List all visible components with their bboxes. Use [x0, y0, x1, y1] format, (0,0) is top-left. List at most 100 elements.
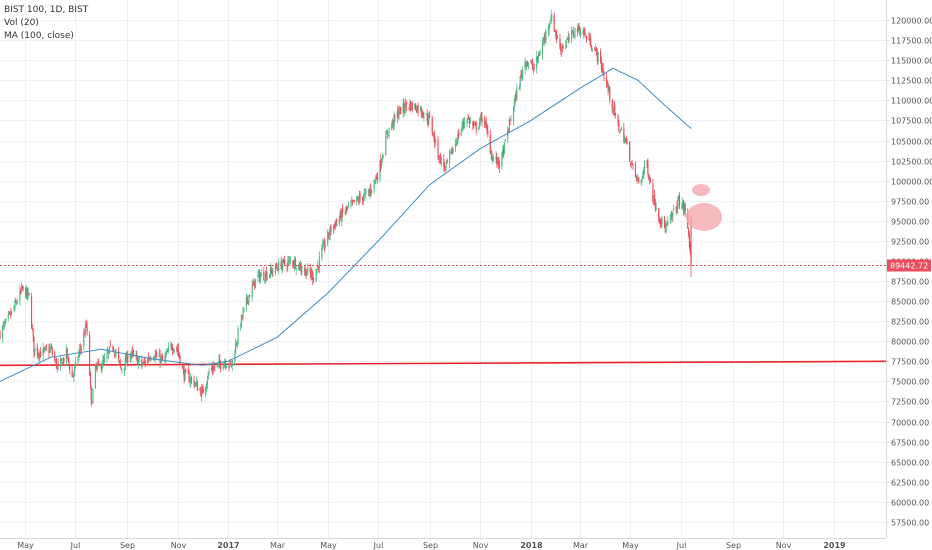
candle-body-down	[411, 103, 413, 109]
candle-body-down	[590, 48, 593, 50]
candle-body-up	[172, 350, 174, 352]
highlight-ellipse-large[interactable]	[686, 203, 722, 231]
candle-body-up	[245, 297, 247, 307]
candle-body-down	[438, 158, 440, 160]
candle-body-up	[205, 386, 207, 395]
candle-body-down	[554, 30, 556, 32]
candle-body-up	[301, 270, 303, 273]
candle-body-down	[182, 368, 184, 371]
candle-body-down	[420, 108, 423, 114]
candle-body-down	[249, 295, 251, 297]
candle-body-up	[526, 63, 528, 67]
candle-body-up	[20, 286, 23, 292]
candle-body-down	[0, 331, 1, 339]
candle-body-down	[20, 290, 22, 292]
x-tick-label: Jul	[676, 541, 687, 550]
y-tick-label: 85000.00	[891, 298, 929, 307]
candle-body-down	[177, 348, 179, 354]
candle-body-down	[85, 324, 87, 326]
candle-body-down	[475, 122, 477, 130]
candle-body-up	[324, 244, 326, 248]
candle-body-up	[236, 340, 238, 346]
y-tick-label: 62500.00	[891, 479, 929, 488]
candle-body-up	[108, 346, 111, 353]
annotation-layer[interactable]	[686, 184, 722, 231]
candle-body-up	[205, 384, 208, 388]
legend-symbol-title[interactable]: BIST 100, 1D, BIST	[4, 5, 89, 15]
candle-body-up	[154, 354, 156, 359]
x-tick-label: Sep	[423, 541, 438, 550]
candle-body-up	[519, 76, 521, 88]
candle-body-down	[576, 29, 578, 33]
candle-body-up	[597, 52, 599, 63]
legend-volume-indicator[interactable]: Vol (20)	[4, 18, 39, 28]
candle-body-down	[386, 132, 389, 135]
candle-body-down	[60, 358, 62, 361]
candle-body-down	[590, 38, 592, 48]
candle-body-down	[342, 208, 344, 213]
candle-body-up	[316, 269, 318, 274]
candle-body-down	[230, 361, 232, 363]
candle-body-up	[34, 348, 36, 352]
candle-body-down	[443, 159, 445, 167]
candle-body-up	[416, 106, 418, 113]
candle-body-up	[381, 161, 383, 167]
candle-body-up	[161, 357, 163, 359]
candle-body-down	[33, 336, 35, 354]
candle-body-down	[626, 142, 628, 144]
candle-body-up	[77, 358, 79, 362]
candle-body-down	[178, 352, 180, 358]
candle-body-up	[80, 346, 82, 351]
candle-body-up	[2, 324, 4, 327]
candle-body-down	[263, 272, 265, 280]
candle-body-up	[545, 30, 547, 40]
y-tick-label: 77500.00	[891, 358, 929, 367]
candle-body-down	[629, 142, 631, 162]
candle-body-up	[619, 130, 622, 132]
candle-body-up	[469, 120, 471, 123]
candle-body-down	[594, 48, 596, 51]
candle-body-up	[328, 234, 330, 237]
candle-body-up	[231, 360, 233, 366]
candle-body-down	[141, 358, 143, 365]
candle-body-down	[614, 104, 616, 116]
candle-body-down	[109, 345, 111, 347]
candle-body-down	[596, 51, 598, 61]
candle-body-up	[542, 41, 544, 43]
candle-body-up	[434, 138, 437, 144]
y-tick-label: 115000.00	[891, 57, 932, 66]
candle-body-down	[38, 353, 40, 357]
grid-lines	[0, 0, 886, 538]
candle-body-up	[347, 205, 350, 206]
legend-ma-indicator[interactable]: MA (100, close)	[4, 31, 74, 41]
moving-average-layer	[0, 67, 692, 382]
candle-body-down	[491, 154, 493, 161]
candle-body-up	[350, 202, 352, 207]
candle-body-up	[274, 264, 277, 274]
candle-body-down	[275, 266, 277, 268]
candle-body-down	[21, 286, 23, 289]
candle-body-up	[571, 30, 574, 32]
candle-body-up	[257, 274, 259, 277]
candle-body-down	[259, 272, 261, 281]
candle-body-down	[632, 164, 634, 166]
candle-body-down	[125, 356, 127, 362]
candle-body-down	[283, 259, 286, 265]
candle-body-up	[439, 154, 441, 160]
candle-body-up	[131, 351, 133, 354]
time-axis-background[interactable]	[0, 538, 932, 550]
candle-body-up	[190, 378, 192, 383]
candle-body-up	[551, 14, 553, 21]
highlight-ellipse-small[interactable]	[692, 184, 710, 196]
x-tick-label: 2018	[520, 541, 543, 550]
candle-body-down	[230, 363, 233, 367]
candle-body-up	[414, 104, 416, 109]
candle-body-down	[183, 369, 185, 380]
candle-body-up	[536, 56, 538, 69]
candle-body-up	[194, 383, 196, 385]
candle-body-up	[248, 295, 250, 303]
y-tick-label: 110000.00	[891, 97, 932, 106]
